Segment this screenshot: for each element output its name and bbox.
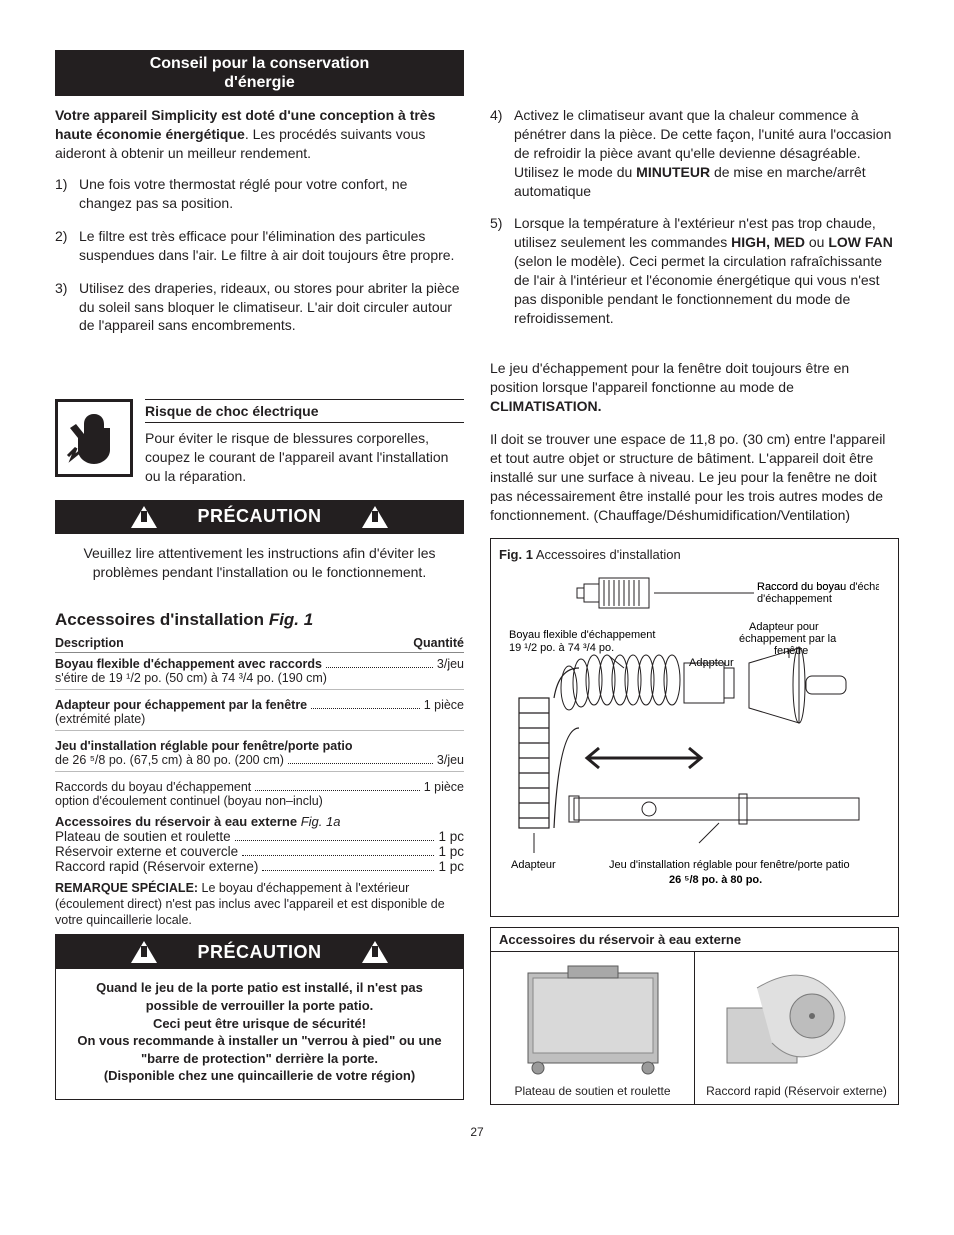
top-columns: Conseil pour la conservation d'énergie V… — [55, 50, 899, 349]
sub-accessories-list: Plateau de soutien et roulette1 pc Réser… — [55, 829, 464, 874]
figure-1: Fig. 1 Accessoires d'installation Ra — [490, 538, 899, 917]
tips-list-left: 1)Une fois votre thermostat réglé pour v… — [55, 175, 464, 335]
caution-bar-2: PRÉCAUTION — [56, 935, 463, 969]
caution-box-2: PRÉCAUTION Quand le jeu de la porte pati… — [55, 934, 464, 1099]
warning-triangle-icon — [131, 506, 157, 528]
list-text: Le filtre est très efficace pour l'élimi… — [79, 227, 464, 265]
table-row: Jeu d'installation réglable pour fenêtre… — [55, 739, 464, 772]
svg-text:échappement par la: échappement par la — [739, 633, 837, 645]
caption: Plateau de soutien et roulette — [497, 1084, 688, 1098]
caution-bar-1: PRÉCAUTION — [55, 500, 464, 534]
accessory-cell-connector: Raccord rapid (Réservoir externe) — [694, 952, 898, 1104]
list-item: 3)Utilisez des draperies, rideaux, ou st… — [55, 279, 464, 336]
external-tank-accessories-title: Accessoires du réservoir à eau externe — [490, 927, 899, 951]
warning-triangle-icon — [131, 941, 157, 963]
svg-text:26 ⁵/8 po. à 80 po.: 26 ⁵/8 po. à 80 po. — [669, 874, 762, 886]
hazard-body: Pour éviter le risque de blessures corpo… — [145, 429, 464, 486]
left-column-top: Conseil pour la conservation d'énergie V… — [55, 50, 464, 349]
page: Conseil pour la conservation d'énergie V… — [0, 0, 954, 1169]
special-note: REMARQUE SPÉCIALE: Le boyau d'échappemen… — [55, 880, 464, 929]
accessory-cell-tray: Plateau de soutien et roulette — [491, 952, 694, 1104]
table-row: Raccords du boyau d'échappement1 pièce o… — [55, 780, 464, 808]
right-column-top: 4) Activez le climatiseur avant que la c… — [490, 50, 899, 349]
svg-text:d'échappement: d'échappement — [757, 593, 832, 605]
hazard-title: Risque de choc électrique — [145, 399, 464, 423]
list-item: 1)Une fois votre thermostat réglé pour v… — [55, 175, 464, 213]
title-line-1: Conseil pour la conservation — [150, 55, 370, 72]
caution-label: PRÉCAUTION — [197, 506, 321, 527]
svg-text:Raccord du boyau: Raccord du boyau — [757, 581, 846, 593]
table-header: Description Quantité — [55, 636, 464, 653]
caution-body-2: Quand le jeu de la porte patio est insta… — [56, 969, 463, 1098]
sub-accessories-heading: Accessoires du réservoir à eau externe F… — [55, 814, 464, 829]
table-row: Adapteur pour échappement par la fenêtre… — [55, 698, 464, 731]
warning-triangle-icon — [362, 506, 388, 528]
shock-hand-icon — [55, 399, 133, 477]
list-item: 5) Lorsque la température à l'extérieur … — [490, 214, 899, 327]
accessories-heading: Accessoires d'installation Fig. 1 — [55, 610, 464, 630]
svg-text:Adapteur: Adapteur — [511, 859, 556, 871]
figure-1-diagram: Raccord du boyau d'échappement Raccord d… — [499, 568, 879, 908]
svg-text:Adapteur pour: Adapteur pour — [749, 621, 819, 633]
hazard-text: Risque de choc électrique Pour éviter le… — [145, 399, 464, 486]
caption: Raccord rapid (Réservoir externe) — [701, 1084, 892, 1098]
title-line-2: d'énergie — [224, 74, 295, 91]
list-text: Lorsque la température à l'extérieur n'e… — [514, 214, 899, 327]
table-row: Boyau flexible d'échappement avec raccor… — [55, 657, 464, 690]
warning-triangle-icon — [362, 941, 388, 963]
list-text: Activez le climatiseur avant que la chal… — [514, 106, 899, 200]
svg-text:Jeu d'installation réglable po: Jeu d'installation réglable pour fenêtre… — [609, 859, 850, 871]
page-number: 27 — [55, 1125, 899, 1139]
list-text: Une fois votre thermostat réglé pour vot… — [79, 175, 464, 213]
figure-title: Fig. 1 Accessoires d'installation — [499, 547, 890, 562]
intro-paragraph: Votre appareil Simplicity est doté d'une… — [55, 106, 464, 163]
right-paragraph-2: Il doit se trouver une espace de 11,8 po… — [490, 430, 899, 524]
external-tank-accessories-row: Plateau de soutien et roulette Raccord r… — [490, 951, 899, 1105]
left-column-bottom: Risque de choc électrique Pour éviter le… — [55, 349, 464, 1105]
list-text: Utilisez des draperies, rideaux, ou stor… — [79, 279, 464, 336]
col-quantity: Quantité — [413, 636, 464, 650]
svg-text:19 ¹/2 po. à 74 ³/4 po.: 19 ¹/2 po. à 74 ³/4 po. — [509, 642, 614, 654]
right-column-bottom: Le jeu d'échappement pour la fenêtre doi… — [490, 349, 899, 1105]
svg-text:Boyau flexible d'échappement: Boyau flexible d'échappement — [509, 629, 655, 641]
list-item: 2)Le filtre est très efficace pour l'éli… — [55, 227, 464, 265]
section-title: Conseil pour la conservation d'énergie — [55, 50, 464, 96]
tips-list-right: 4) Activez le climatiseur avant que la c… — [490, 106, 899, 328]
caution-label: PRÉCAUTION — [197, 942, 321, 963]
caution-body-1: Veuillez lire attentivement les instruct… — [55, 534, 464, 596]
right-paragraph-1: Le jeu d'échappement pour la fenêtre doi… — [490, 359, 899, 416]
bottom-columns: Risque de choc électrique Pour éviter le… — [55, 349, 899, 1105]
col-description: Description — [55, 636, 124, 650]
shock-hazard-block: Risque de choc électrique Pour éviter le… — [55, 399, 464, 486]
list-item: 4) Activez le climatiseur avant que la c… — [490, 106, 899, 200]
